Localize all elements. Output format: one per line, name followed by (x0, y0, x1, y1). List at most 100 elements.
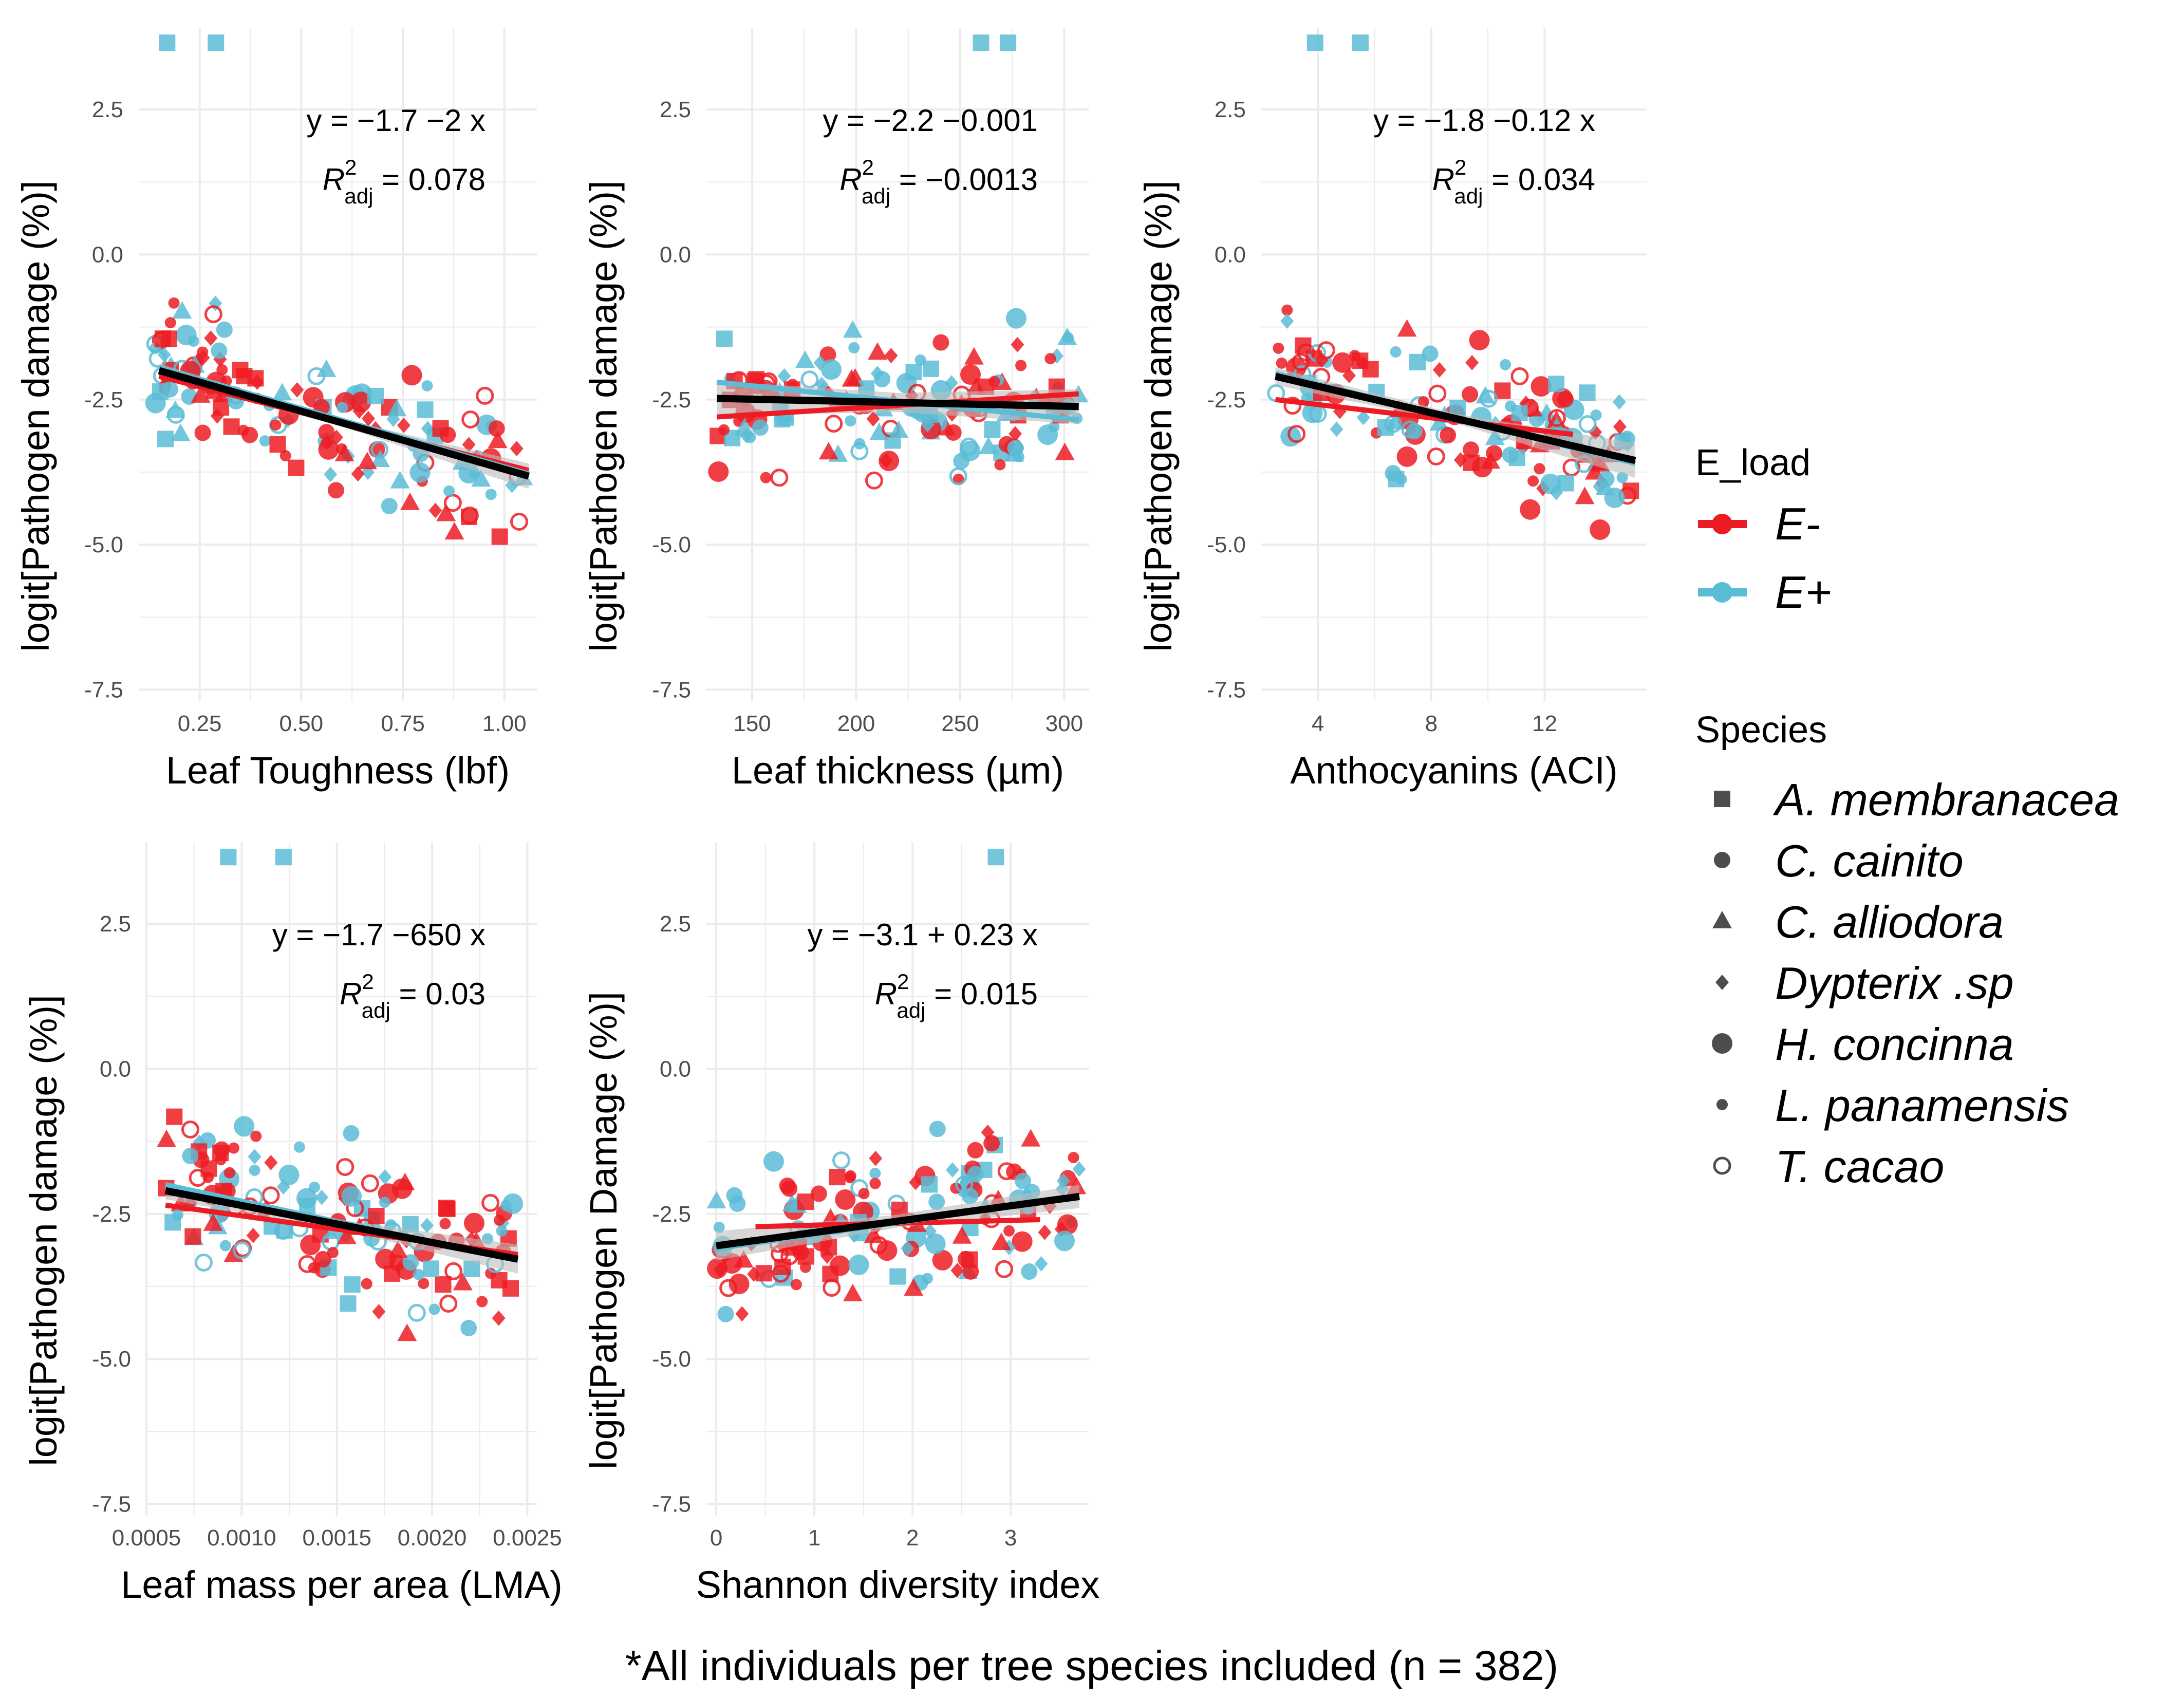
data-point (1479, 389, 1498, 408)
data-point (272, 383, 292, 401)
data-point (717, 1305, 734, 1322)
legend-species-item: L. panamensis (1716, 1080, 2069, 1131)
data-point (1057, 327, 1077, 345)
data-point (774, 1258, 791, 1275)
data-point (172, 301, 192, 319)
data-point (463, 1212, 484, 1234)
data-point (400, 492, 420, 510)
data-point (181, 1121, 199, 1139)
y-tick-label: -2.5 (1207, 387, 1246, 413)
data-point (223, 418, 240, 435)
r2-value: = 0.03 (390, 977, 486, 1011)
y-tick-label: -2.5 (92, 1202, 131, 1227)
data-point (1520, 499, 1541, 520)
y-tick-label: -7.5 (652, 677, 691, 702)
regression-equation: y = −3.1 + 0.23 x (807, 918, 1038, 952)
y-tick-label: 2.5 (660, 97, 691, 122)
data-point (810, 1185, 827, 1202)
y-tick-label: 2.5 (100, 911, 131, 937)
data-point (994, 459, 1006, 471)
data-point (925, 1234, 946, 1255)
data-point (439, 1218, 451, 1229)
data-point (819, 346, 836, 363)
x-tick-label: 0.0015 (302, 1525, 371, 1551)
data-point (1500, 359, 1511, 370)
x-tick-label: 0.0005 (112, 1525, 181, 1551)
data-point (278, 1164, 300, 1185)
data-point (372, 1304, 386, 1320)
data-point (234, 1116, 255, 1137)
data-point (961, 1251, 978, 1268)
y-tick-label: -7.5 (652, 1491, 691, 1517)
data-point (1557, 475, 1574, 492)
data-point (249, 1164, 260, 1176)
data-point (219, 1240, 231, 1252)
data-point (1015, 360, 1027, 371)
data-point (734, 418, 754, 436)
legend-species-label: Dypterix .sp (1775, 958, 2014, 1009)
data-point (1590, 519, 1611, 540)
y-tick-label: 0.0 (100, 1056, 131, 1081)
data-point (790, 1279, 802, 1291)
data-point (864, 1225, 884, 1243)
legend-shape-key (1712, 911, 1732, 928)
data-point (747, 1266, 761, 1282)
legend-shape-key (1712, 1033, 1732, 1054)
data-point (1428, 384, 1447, 403)
x-tick-label: 1.00 (482, 711, 527, 736)
data-point (250, 374, 264, 390)
legend-species-label: T. cacao (1775, 1141, 1944, 1192)
x-tick-label: 300 (1046, 711, 1083, 736)
data-point (914, 354, 926, 366)
r2-superscript: 2 (362, 969, 374, 994)
data-point (932, 1249, 953, 1271)
x-tick-label: 1 (808, 1525, 820, 1551)
legend-color-title: E_load (1695, 442, 1810, 483)
x-axis-title: Leaf thickness (µm) (732, 749, 1064, 792)
data-point (293, 1141, 305, 1153)
minor-grid (1261, 28, 1647, 701)
data-point (1548, 376, 1565, 393)
legend-species-label: H. concinna (1775, 1019, 2014, 1070)
y-tick-label: 0.0 (1215, 242, 1246, 267)
data-point (387, 399, 407, 417)
legend-item-e-minus: E- (1698, 498, 1820, 549)
x-tick-label: 3 (1004, 1525, 1017, 1551)
data-point (1276, 357, 1287, 369)
data-point (1287, 425, 1306, 443)
data-point (1476, 386, 1496, 404)
data-point (1540, 473, 1561, 494)
x-tick-label: 0.0020 (398, 1525, 467, 1551)
r2-value: = 0.078 (373, 162, 486, 197)
data-point (510, 513, 528, 531)
data-point (1485, 427, 1505, 445)
data-point (397, 417, 410, 433)
data-point (1598, 471, 1615, 488)
y-axis-title: logit[Pathogen damage (%)] (1137, 180, 1180, 651)
data-point (876, 1240, 898, 1261)
data-point (318, 424, 335, 441)
legend-shape-title: Species (1695, 710, 1827, 751)
data-point (212, 1145, 229, 1162)
overall-fit-line (164, 1187, 519, 1263)
data-point (211, 342, 228, 359)
data-point (491, 528, 508, 545)
data-point (716, 330, 733, 347)
data-point (1385, 465, 1402, 482)
x-tick-label: 8 (1425, 711, 1438, 736)
x-tick-label: 0.0025 (493, 1525, 562, 1551)
data-point (315, 1189, 329, 1205)
x-tick-label: 0 (710, 1525, 722, 1551)
data-point (367, 387, 384, 404)
data-point (1613, 419, 1627, 435)
y-tick-label: -2.5 (652, 1202, 691, 1227)
data-point (1044, 353, 1056, 365)
data-point (967, 1142, 984, 1159)
data-point (869, 422, 889, 440)
data-point (407, 1303, 426, 1322)
data-point (858, 1188, 870, 1200)
data-point (923, 360, 940, 377)
overall-fit-line (716, 1192, 1080, 1249)
data-point (334, 443, 354, 461)
